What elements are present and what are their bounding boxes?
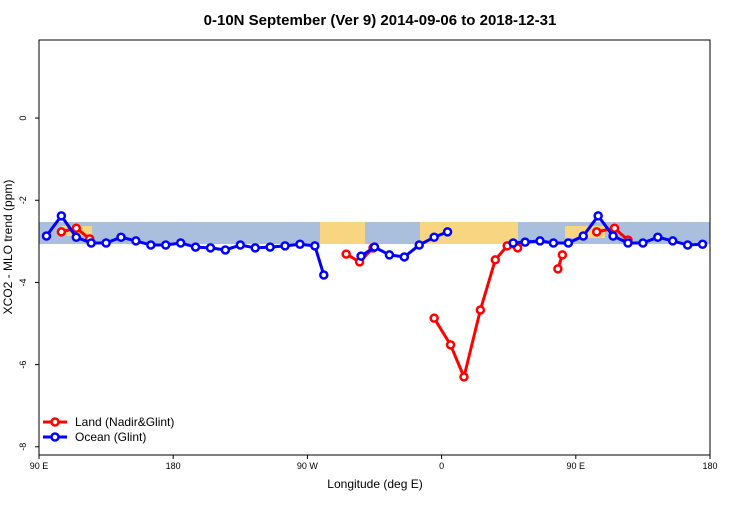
data-point [442,227,453,237]
data-point [101,238,111,248]
y-tick-label: -8 [18,443,28,451]
x-tick-label: 180 [702,461,717,471]
data-point [384,250,395,260]
x-axis-label: Longitude (deg E) [327,477,422,491]
data-point [56,211,67,221]
data-point [280,241,290,251]
x-tick-label: 90 W [297,461,319,471]
data-point [548,238,559,248]
data-point [250,243,260,253]
data-point [508,238,518,248]
y-tick-label: -6 [18,361,28,369]
data-point [71,223,82,233]
data-point [399,252,410,262]
data-point [220,245,231,255]
data-point [310,241,320,251]
y-axis-label: XCO2 - MLO trend (ppm) [1,180,15,315]
data-point [56,227,67,237]
data-point [429,232,439,242]
data-point [41,231,52,241]
data-point [319,270,329,280]
data-point [71,232,82,242]
data-point [146,240,156,250]
data-point [638,238,648,248]
map-land [320,222,365,244]
chart-title: 0-10N September (Ver 9) 2014-09-06 to 20… [204,12,557,29]
data-point [160,240,171,250]
data-point [414,240,424,250]
data-point [520,237,530,247]
data-point [86,238,96,248]
data-point [235,240,246,250]
data-point [653,232,663,242]
legend-label: Land (Nadir&Glint) [75,415,174,429]
data-point [623,238,633,248]
data-point [490,255,501,265]
legend-label: Ocean (Glint) [75,430,146,444]
y-tick-label: 0 [18,116,28,121]
data-point [591,227,602,237]
data-point [445,340,456,350]
data-point [578,231,589,241]
data-point [563,238,574,248]
data-point [475,305,486,315]
legend-marker [50,417,60,427]
plot-frame [38,39,711,456]
data-point [356,251,366,261]
data-point [697,239,708,249]
x-tick-label: 180 [166,461,181,471]
data-point [535,236,545,246]
x-tick-label: 0 [439,461,444,471]
data-point [116,232,126,242]
data-point [205,243,216,253]
y-tick-label: -2 [18,196,28,204]
y-tick-label: -4 [18,278,28,286]
x-tick-label: 90 E [30,461,49,471]
data-point [295,239,305,249]
data-point [341,249,351,259]
data-point [553,264,563,274]
data-point [190,242,201,252]
data-point [175,238,186,248]
data-point [593,211,603,221]
data-point [557,250,568,260]
data-point [609,223,620,233]
data-point [608,231,618,241]
data-point [131,236,141,246]
data-point [429,313,439,323]
data-point [667,236,678,246]
data-point [459,372,469,382]
data-point [369,242,380,252]
data-point [265,242,275,252]
legend-marker [50,432,60,442]
data-point [682,240,693,250]
x-tick-label: 90 E [567,461,586,471]
map-land [420,222,518,244]
